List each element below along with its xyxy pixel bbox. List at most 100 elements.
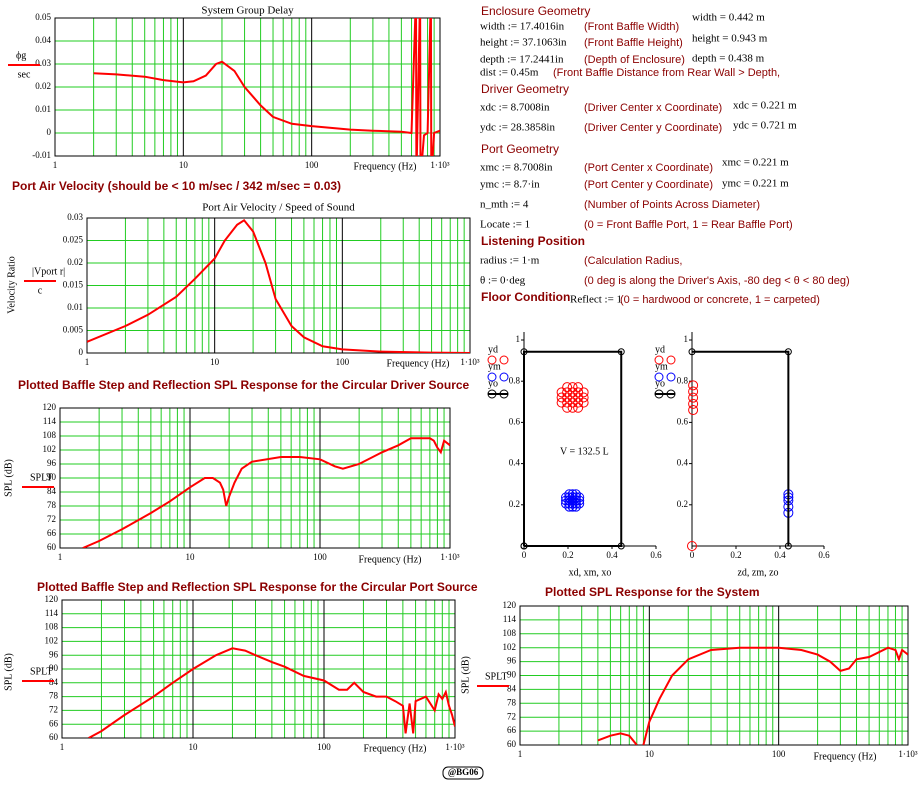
legend-swatch (487, 372, 497, 382)
expression: width := 17.4016in (480, 21, 565, 33)
note: (Port Center x Coordinate) (584, 162, 713, 174)
legend-label: SPLT (30, 666, 52, 677)
point (564, 492, 575, 503)
result: height = 0.943 m (692, 33, 768, 45)
plot-frame (519, 605, 909, 746)
point (574, 492, 585, 503)
section-heading: Driver Geometry (481, 82, 569, 96)
legend-swatch (654, 389, 664, 399)
plot-frame (54, 17, 441, 157)
expression: xdc := 8.7008in (480, 102, 550, 114)
x-tick-label: 1·10³ (460, 357, 479, 367)
x-tick-label: 1·10³ (440, 552, 459, 562)
y-tick-label: 90 (47, 472, 57, 482)
note: (0 = hardwood or concrete, 1 = carpeted) (620, 294, 820, 306)
expression: n_mth := 4 (480, 199, 529, 211)
y-tick-label: 120 (43, 402, 57, 412)
legend-label: yo (488, 378, 498, 389)
x-axis-label: xd, xm, xo (569, 567, 612, 578)
point (562, 397, 573, 408)
data-line (597, 646, 908, 745)
result: depth = 0.438 m (692, 53, 765, 65)
chart-title: System Group Delay (201, 5, 294, 17)
result: xmc = 0.221 m (722, 157, 789, 169)
plot-frame (86, 217, 471, 354)
y-tick-label: 90 (49, 663, 59, 673)
expression: height := 37.1063in (480, 37, 567, 49)
expression: depth := 17.2441in (480, 54, 564, 66)
point (562, 402, 573, 413)
point (567, 495, 578, 506)
chart-title: Plotted SPL Response for the System (545, 585, 760, 599)
y-tick-label: 120 (45, 594, 59, 604)
point (567, 382, 578, 393)
y-tick-label: 0.03 (35, 58, 51, 68)
port-velocity-heading: Port Air Velocity (should be < 10 m/sec … (12, 179, 341, 193)
y-tick-label: 96 (47, 458, 57, 468)
y-tick-label: 0.04 (35, 35, 51, 45)
note: (Number of Points Across Diameter) (584, 199, 760, 211)
y-tick-label: 0.8 (509, 375, 521, 385)
point (688, 380, 699, 391)
point (520, 348, 528, 356)
point (617, 348, 625, 356)
point (688, 386, 699, 397)
legend-label: yd (488, 344, 498, 355)
point (567, 489, 578, 500)
section-heading: Listening Position (481, 234, 585, 248)
note: (Calculation Radius, (584, 255, 682, 267)
point (570, 492, 581, 503)
x-tick-label: 100 (772, 749, 786, 759)
x-tick-label: 10 (210, 357, 220, 367)
x-tick-label: 0.4 (774, 550, 786, 560)
y-tick-label: 78 (47, 500, 57, 510)
x-axis-label: Frequency (Hz) (363, 743, 426, 754)
point (562, 392, 573, 403)
x-tick-label: 100 (317, 742, 331, 752)
y-tick-label: 0.4 (677, 458, 689, 468)
y-tick-label: 0.6 (509, 416, 521, 426)
data-line (82, 437, 450, 548)
point (784, 348, 792, 356)
y-tick-label: 60 (47, 542, 57, 552)
y-tick-label: 96 (507, 656, 517, 666)
x-tick-label: 1 (53, 160, 58, 170)
y-tick-label: 96 (49, 649, 59, 659)
x-tick-label: 0 (522, 550, 527, 560)
legend-label: yd (655, 344, 665, 355)
point (562, 387, 573, 398)
point (561, 498, 572, 509)
x-axis-label: zd, zm, zo (737, 567, 778, 578)
note: (Driver Center x Coordinate) (584, 102, 722, 114)
y-tick-label: 120 (503, 600, 517, 610)
point (520, 542, 528, 550)
x-tick-label: 1·10³ (898, 749, 917, 759)
y-tick-label: 90 (507, 670, 517, 680)
y-tick-label: -0.01 (32, 150, 51, 160)
legend-swatch (654, 372, 664, 382)
x-axis-label: Frequency (Hz) (358, 554, 421, 565)
point (573, 382, 584, 393)
point (574, 498, 585, 509)
y-tick-label: 66 (507, 725, 517, 735)
point (784, 542, 792, 550)
point (556, 397, 567, 408)
expression: Reflect := 1 (570, 294, 622, 306)
legend-label: ym (488, 361, 501, 372)
x-tick-label: 10 (179, 160, 189, 170)
y-tick-label: 108 (43, 430, 57, 440)
y-tick-label: 0.05 (35, 12, 51, 22)
y-tick-label: 72 (49, 704, 58, 714)
footer: @BG06 (448, 767, 479, 777)
y-tick-label: 0.02 (35, 81, 51, 91)
expression: Locate := 1 (480, 219, 530, 231)
section-heading: Floor Condition (481, 290, 570, 304)
expression: ydc := 28.3858in (480, 122, 555, 134)
x-tick-label: 100 (305, 160, 319, 170)
y-tick-label: 0.2 (509, 499, 520, 509)
x-tick-label: 10 (186, 552, 196, 562)
point (573, 387, 584, 398)
y-tick-label: 78 (507, 697, 517, 707)
point (574, 495, 585, 506)
